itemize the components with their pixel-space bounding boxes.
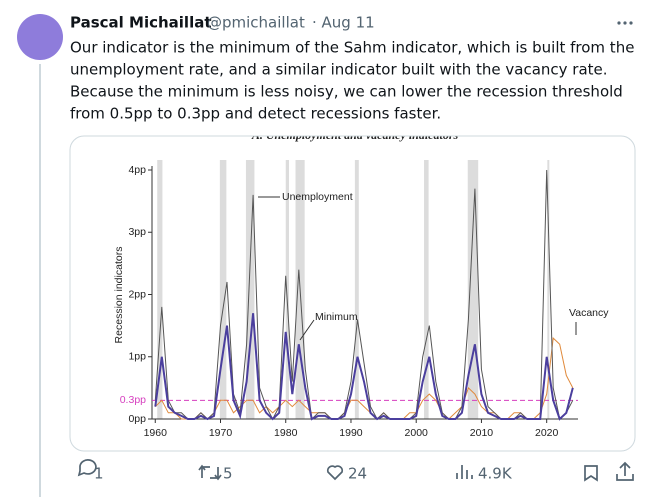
recession-band xyxy=(245,160,255,419)
series-line xyxy=(154,313,574,421)
chart-title: A. Unemployment and vacancy indicators xyxy=(251,128,459,142)
tweet-text: Because the minimum is less noisy, we ca… xyxy=(70,83,623,101)
reply-button[interactable]: 1 xyxy=(77,459,104,483)
x-tick-label: 2010 xyxy=(470,427,494,439)
image-border xyxy=(69,135,636,452)
share-button[interactable] xyxy=(616,461,634,481)
avatar[interactable] xyxy=(17,14,63,60)
annotation: Minimum xyxy=(315,311,358,323)
tweet-text: from 0.5pp to 0.3pp and detect recession… xyxy=(70,105,441,123)
annotation: Vacancy xyxy=(569,307,609,319)
reply-count: 1 xyxy=(94,465,104,483)
tweet-date[interactable]: · Aug 11 xyxy=(312,14,375,32)
repost-count: 5 xyxy=(223,465,233,483)
y-tick-label: 2pp xyxy=(128,288,146,300)
repost-button[interactable]: 5 xyxy=(198,465,233,483)
like-count: 24 xyxy=(348,465,367,483)
y-tick-label: 4pp xyxy=(128,164,146,176)
recession-band xyxy=(285,160,289,419)
recession-band xyxy=(547,160,550,419)
recession-band xyxy=(219,160,227,419)
x-tick-label: 1980 xyxy=(274,427,298,439)
y-tick-label: 3pp xyxy=(128,226,146,238)
recession-band xyxy=(424,160,429,419)
views-button[interactable]: 4.9K xyxy=(456,465,513,483)
y-axis-label: Recession indicators xyxy=(113,247,125,344)
tweet-text: Our indicator is the minimum of the Sahm… xyxy=(70,39,634,57)
y-tick-label: 0pp xyxy=(128,413,146,425)
annotation-leader xyxy=(299,319,315,341)
recession-band xyxy=(157,160,163,419)
tweet-text: unemployment rate, and a similar indicat… xyxy=(70,61,608,79)
x-tick-label: 1960 xyxy=(144,427,168,439)
x-tick-label: 1990 xyxy=(339,427,363,439)
like-button[interactable]: 24 xyxy=(326,465,367,483)
author-handle[interactable]: @pmichaillat xyxy=(207,14,305,32)
bookmark-button[interactable] xyxy=(584,465,598,482)
view-count: 4.9K xyxy=(478,465,513,483)
author-name[interactable]: Pascal Michaillat xyxy=(70,14,212,32)
recession-band xyxy=(467,160,479,419)
x-tick-label: 1970 xyxy=(209,427,233,439)
chart-image[interactable]: A. Unemployment and vacancy indicators R… xyxy=(70,128,635,451)
annotation: Unemployment xyxy=(282,191,353,203)
y-tick-label: 1pp xyxy=(128,351,146,363)
x-tick-label: 2000 xyxy=(405,427,429,439)
recession-band xyxy=(354,160,359,419)
x-tick-label: 2020 xyxy=(535,427,559,439)
threshold-label: 0.3pp xyxy=(120,394,146,406)
more-button[interactable] xyxy=(617,21,633,25)
